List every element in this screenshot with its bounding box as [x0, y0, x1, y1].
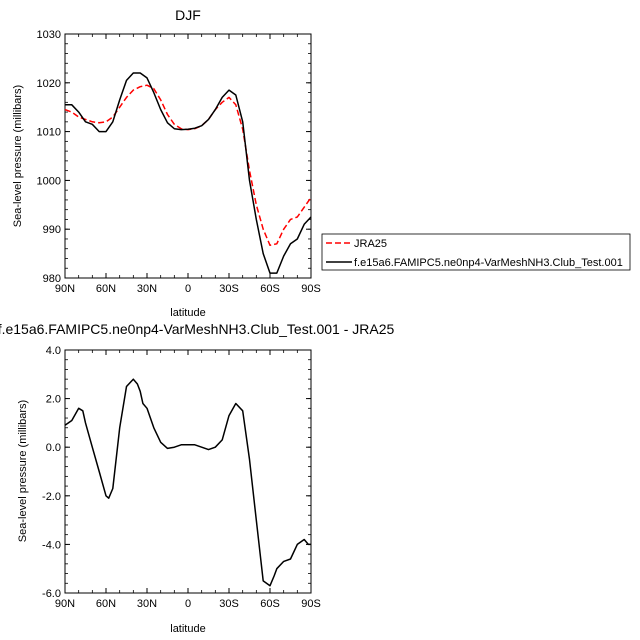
bottom-x-tick-label: 30S — [219, 598, 239, 610]
bottom-x-tick-label: 0 — [185, 598, 191, 610]
top-panel: DJF 90N 60N 30N 0 30S 60S 90S 980 990 1000 1010 10… — [12, 7, 321, 319]
top-series-line-1 — [65, 72, 312, 274]
top-x-tick-label: 60S — [260, 283, 280, 295]
bottom-x-tick-label: 90N — [55, 598, 75, 610]
top-y-tick-label: 1010 — [37, 127, 61, 139]
top-x-axis-label: latitude — [170, 307, 205, 319]
top-x-tick-label: 0 — [185, 283, 191, 295]
bottom-y-tick-label: -4.0 — [42, 539, 61, 551]
bottom-x-tick-label: 30N — [137, 598, 157, 610]
bottom-y-tick-label: -2.0 — [42, 491, 61, 503]
legend-label-jra25: JRA25 — [354, 238, 387, 250]
bottom-x-tick-label: 90S — [301, 598, 321, 610]
top-y-tick-label: 1020 — [37, 78, 61, 90]
legend: JRA25 f.e15a6.FAMIPC5.ne0np4-VarMeshNH3.… — [321, 233, 631, 271]
bottom-y-tick-label: -6.0 — [42, 588, 61, 600]
bottom-y-tick-label: 4.0 — [46, 345, 61, 357]
top-y-tick-label: 1030 — [37, 29, 61, 41]
top-x-ticks: 90N 60N 30N 0 30S 60S 90S — [55, 34, 321, 295]
top-y-axis-label: Sea-level pressure (millibars) — [12, 85, 24, 227]
bottom-y-tick-label: 0.0 — [46, 442, 61, 454]
bottom-x-ticks: 90N 60N 30N 0 30S 60S 90S — [55, 350, 321, 610]
top-x-tick-label: 90N — [55, 283, 75, 295]
top-x-tick-label: 60N — [96, 283, 116, 295]
bottom-series-lines — [64, 378, 311, 587]
bottom-y-ticks: -6.0 -4.0 -2.0 0.0 2.0 4.0 — [42, 345, 311, 600]
top-series-lines — [64, 72, 312, 274]
top-y-ticks: 980 990 1000 1010 1020 1030 — [37, 29, 311, 285]
top-x-tick-label: 90S — [301, 283, 321, 295]
bottom-x-tick-label: 60S — [260, 598, 280, 610]
bottom-y-tick-label: 2.0 — [46, 394, 61, 406]
top-x-tick-label: 30N — [137, 283, 157, 295]
bottom-y-axis-label: Sea-level pressure (millibars) — [17, 400, 29, 542]
top-chart-title: DJF — [175, 7, 201, 23]
top-y-tick-label: 1000 — [37, 175, 61, 187]
top-y-tick-label: 990 — [43, 224, 61, 236]
top-plot-frame — [64, 33, 312, 279]
legend-box — [321, 233, 631, 271]
bottom-chart-title: f.e15a6.FAMIPC5.ne0np4-VarMeshNH3.Club_T… — [0, 321, 395, 337]
top-x-tick-label: 30S — [219, 283, 239, 295]
legend-label-model: f.e15a6.FAMIPC5.ne0np4-VarMeshNH3.Club_T… — [354, 257, 623, 269]
top-series-line-0 — [64, 84, 312, 247]
bottom-series-line-0 — [64, 378, 311, 587]
bottom-x-tick-label: 60N — [96, 598, 116, 610]
bottom-x-axis-label: latitude — [170, 623, 205, 635]
bottom-plot-frame — [64, 349, 312, 594]
bottom-panel: f.e15a6.FAMIPC5.ne0np4-VarMeshNH3.Club_T… — [0, 321, 395, 635]
top-y-tick-label: 980 — [43, 273, 61, 285]
